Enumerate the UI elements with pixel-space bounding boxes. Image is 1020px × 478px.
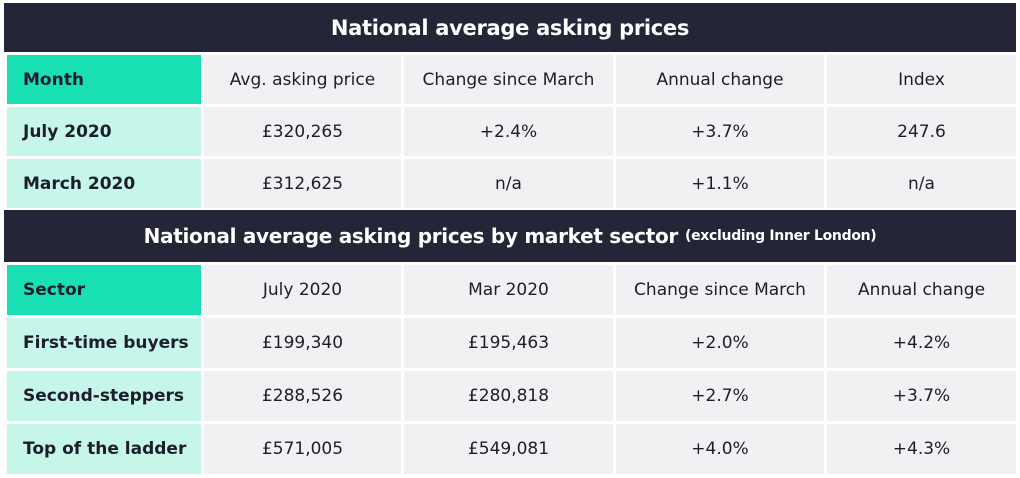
row-label: Second-steppers <box>4 368 204 424</box>
table1-header-row: Month Avg. asking price Change since Mar… <box>4 52 1019 107</box>
table-cell: +2.7% <box>613 368 827 424</box>
table2-header-mar-2020: Mar 2020 <box>401 262 616 318</box>
table-cell: £195,463 <box>401 315 616 371</box>
table2-title-note: (excluding Inner London) <box>685 228 877 244</box>
table-cell: £288,526 <box>201 368 404 424</box>
national-asking-prices-table: Month Avg. asking price Change since Mar… <box>4 52 1019 211</box>
table1-header-change-since-march: Change since March <box>401 52 616 107</box>
row-label: July 2020 <box>4 104 204 159</box>
table-cell: +3.7% <box>613 104 827 159</box>
table1-header-avg-price: Avg. asking price <box>201 52 404 107</box>
table2-header-annual-change: Annual change <box>824 262 1019 318</box>
table-cell: £199,340 <box>201 315 404 371</box>
table-cell: 247.6 <box>824 104 1019 159</box>
table2-header-sector: Sector <box>4 262 204 318</box>
table-row: July 2020 £320,265 +2.4% +3.7% 247.6 <box>4 104 1019 159</box>
table2-header-july-2020: July 2020 <box>201 262 404 318</box>
table2-title-text: National average asking prices by market… <box>143 224 679 248</box>
table-cell: +3.7% <box>824 368 1019 424</box>
table-cell: n/a <box>401 156 616 211</box>
table-cell: +2.4% <box>401 104 616 159</box>
table-cell: £312,625 <box>201 156 404 211</box>
table-row: March 2020 £312,625 n/a +1.1% n/a <box>4 156 1019 211</box>
table-cell: +4.2% <box>824 315 1019 371</box>
table-cell: £571,005 <box>201 421 404 477</box>
row-label: First-time buyers <box>4 315 204 371</box>
table2-header-row: Sector July 2020 Mar 2020 Change since M… <box>4 262 1019 318</box>
market-sector-prices-table: Sector July 2020 Mar 2020 Change since M… <box>4 262 1019 477</box>
table-cell: +1.1% <box>613 156 827 211</box>
row-label: Top of the ladder <box>4 421 204 477</box>
table-cell: +2.0% <box>613 315 827 371</box>
table-cell: n/a <box>824 156 1019 211</box>
table2-header-change-since-march: Change since March <box>613 262 827 318</box>
table-cell: £280,818 <box>401 368 616 424</box>
table1-header-month: Month <box>4 52 204 107</box>
table1-header-annual-change: Annual change <box>613 52 827 107</box>
table-cell: +4.3% <box>824 421 1019 477</box>
table-row: Top of the ladder £571,005 £549,081 +4.0… <box>4 421 1019 477</box>
table-cell: £549,081 <box>401 421 616 477</box>
table1-title: National average asking prices <box>4 3 1016 52</box>
table1-title-text: National average asking prices <box>330 15 690 40</box>
table-row: Second-steppers £288,526 £280,818 +2.7% … <box>4 368 1019 424</box>
table-row: First-time buyers £199,340 £195,463 +2.0… <box>4 315 1019 371</box>
table1-header-index: Index <box>824 52 1019 107</box>
table-cell: +4.0% <box>613 421 827 477</box>
row-label: March 2020 <box>4 156 204 211</box>
table2-title: National average asking prices by market… <box>4 210 1016 262</box>
table-cell: £320,265 <box>201 104 404 159</box>
